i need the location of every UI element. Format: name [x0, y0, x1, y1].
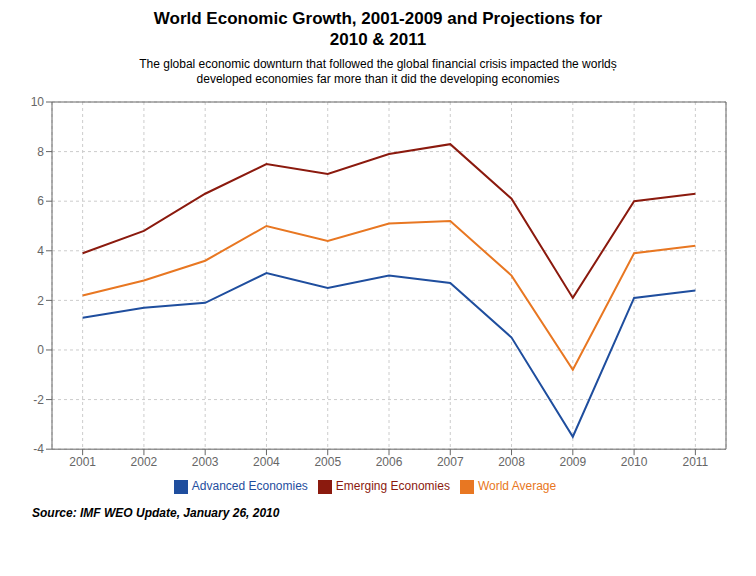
svg-text:2: 2: [37, 293, 44, 307]
svg-text:2010: 2010: [621, 454, 648, 468]
svg-text:-4: -4: [33, 442, 44, 456]
svg-text:2009: 2009: [559, 454, 586, 468]
svg-text:2001: 2001: [69, 454, 96, 468]
html-text:developed economies far more t: developed economies far more than it did…: [196, 72, 560, 87]
html-text:Advanced Economies: Advanced Economies: [191, 478, 308, 493]
svg-text:2011: 2011: [682, 454, 708, 468]
svg-text:2002: 2002: [131, 454, 158, 468]
svg-text:6: 6: [37, 194, 44, 208]
svg-text:2003: 2003: [192, 454, 219, 468]
html-text:Emerging Economies: Emerging Economies: [335, 478, 450, 493]
svg-text:2006: 2006: [376, 454, 403, 468]
html-text:2010 & 2011: 2010 & 2011: [329, 30, 427, 50]
svg-text:4: 4: [37, 244, 44, 258]
svg-text:2004: 2004: [253, 454, 280, 468]
svg-text:2005: 2005: [314, 454, 341, 468]
svg-text:-2: -2: [33, 393, 44, 407]
svg-text:0: 0: [37, 343, 44, 357]
html-text:World Economic Growth, 2001-20: World Economic Growth, 2001-2009 and Pro…: [153, 9, 603, 28]
svg-text:8: 8: [37, 145, 44, 159]
svg-text:10: 10: [31, 95, 45, 109]
svg-text:2008: 2008: [498, 454, 525, 468]
html-text:World Average: World Average: [477, 478, 557, 493]
html-text:Source: IMF WEO Update, Januar: Source: IMF WEO Update, January 26, 2010: [32, 505, 280, 520]
svg-text:2007: 2007: [437, 454, 464, 468]
html-text:The global economic downturn t: The global economic downturn that follow…: [139, 56, 617, 71]
